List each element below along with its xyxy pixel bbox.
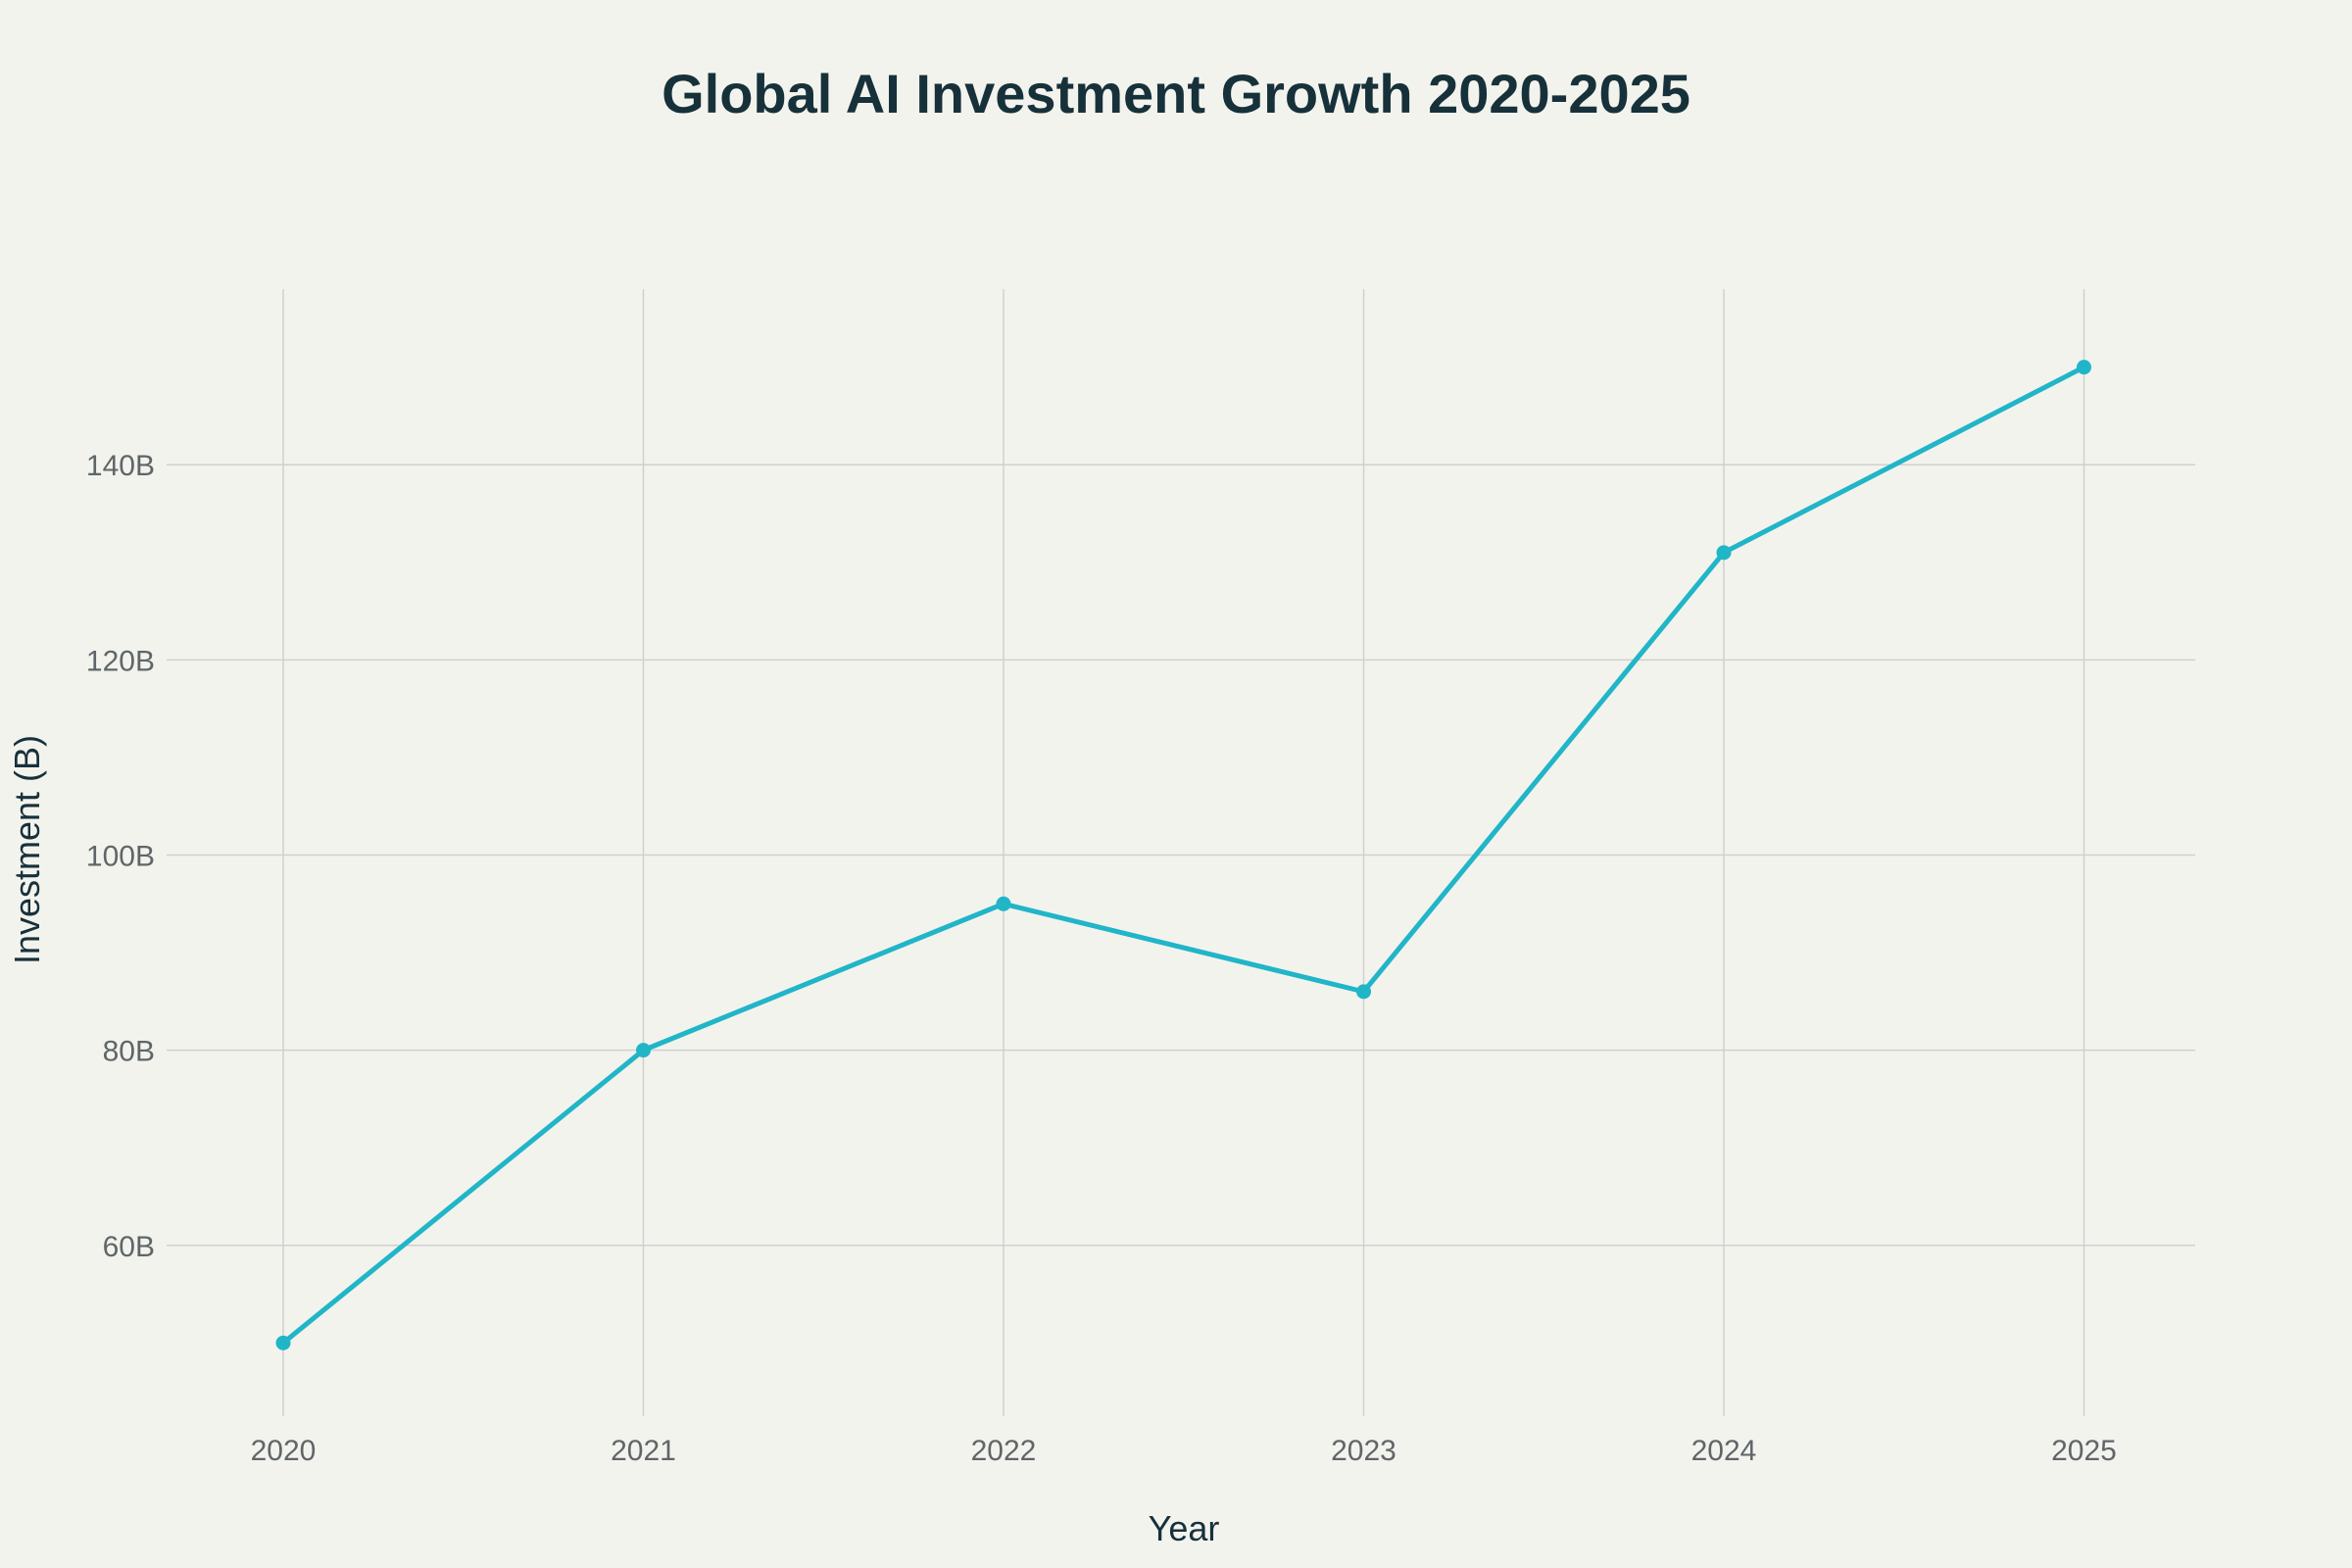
y-tick-label: 100B [86, 840, 155, 872]
y-tick-label: 60B [103, 1231, 155, 1263]
series-layer [275, 360, 2091, 1350]
grid [167, 289, 2195, 1416]
chart-title: Global AI Investment Growth 2020-2025 [662, 63, 1690, 124]
data-point[interactable] [1716, 545, 1732, 561]
axis-ticks: 2020 2021 2022 2023 2024 2025 60B 80B 100B 120B 14… [86, 450, 2117, 1467]
x-tick-label: 2023 [1331, 1435, 1396, 1467]
x-tick-label: 2021 [611, 1435, 676, 1467]
y-tick-label: 140B [86, 450, 155, 482]
data-point[interactable] [275, 1335, 291, 1350]
data-point[interactable] [1356, 984, 1371, 1000]
x-tick-label: 2022 [971, 1435, 1037, 1467]
data-point[interactable] [636, 1043, 651, 1058]
x-axis-title: Year [1149, 1508, 1220, 1548]
x-tick-label: 2020 [251, 1435, 317, 1467]
data-point[interactable] [2077, 360, 2091, 375]
y-tick-label: 80B [103, 1036, 155, 1068]
data-point[interactable] [996, 896, 1011, 911]
x-tick-label: 2025 [2051, 1435, 2117, 1467]
y-axis-title: Investment (B) [7, 735, 47, 964]
x-tick-label: 2024 [1691, 1435, 1757, 1467]
y-tick-label: 120B [86, 645, 155, 677]
series-line [280, 365, 2086, 1346]
